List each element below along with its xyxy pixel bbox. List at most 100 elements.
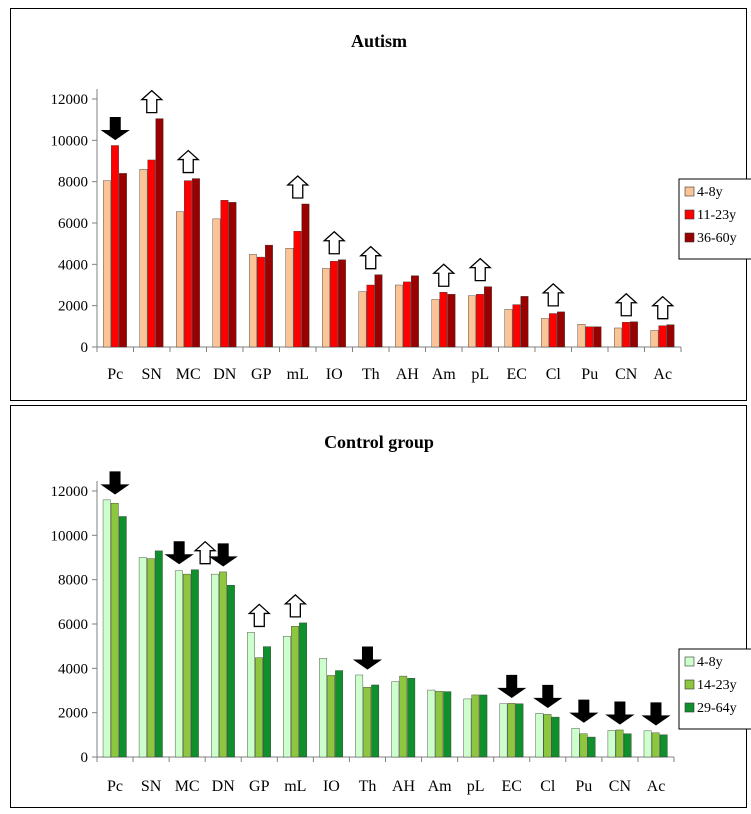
- autism-chart: Autism 0 2000 4000 6000 8000 10000 12000 Pc SN MC D…: [51, 31, 751, 383]
- control-legend-swatch: [684, 702, 695, 713]
- autism-up-arrow-icon: [140, 89, 164, 114]
- control-chart: Control group 0 2000 4000 6000 8000 10000 12000…: [51, 432, 751, 795]
- control-legend: 4-8y 14-23y 29-64y: [678, 648, 751, 730]
- autism-up-arrow-icon: [541, 282, 565, 307]
- control-y-tick-label: 12000: [51, 484, 89, 500]
- autism-bar-CN-4-8y: [614, 327, 622, 348]
- control-bar-GP-29-64y: [263, 646, 271, 758]
- autism-category-label: EC: [507, 366, 527, 383]
- control-y-tick-label: 2000: [58, 706, 88, 722]
- control-category-label: mL: [284, 778, 306, 795]
- control-bar-Pc-4-8y: [102, 499, 111, 758]
- control-category-label: Pc: [107, 778, 123, 795]
- control-bar-pL-29-64y: [479, 694, 488, 758]
- control-bar-Ac-4-8y: [643, 730, 652, 758]
- autism-bar-Pu-4-8y: [577, 324, 586, 348]
- control-category-label: SN: [141, 778, 162, 795]
- autism-legend-label: 36-60y: [697, 231, 737, 246]
- control-category-label: IO: [323, 778, 340, 795]
- control-bar-CN-4-8y: [607, 730, 616, 758]
- control-category-label: Th: [359, 778, 377, 795]
- autism-bar-CN-36-60y: [630, 321, 638, 348]
- control-bar-Pc-29-64y: [118, 516, 127, 758]
- control-bar-CN-29-64y: [623, 733, 632, 758]
- autism-bar-Ac-36-60y: [666, 324, 675, 348]
- control-legend-label: 29-64y: [697, 701, 737, 716]
- autism-bar-Am-11-23y: [439, 292, 448, 348]
- control-bar-DN-4-8y: [211, 573, 219, 758]
- control-bar-mL-14-23y: [291, 626, 299, 758]
- control-bar-Pu-14-23y: [579, 733, 588, 758]
- control-legend-label: 14-23y: [697, 678, 737, 693]
- control-y-tick-label: 0: [81, 750, 89, 766]
- control-bar-SN-29-64y: [154, 550, 163, 758]
- control-bar-Th-14-23y: [363, 686, 372, 758]
- autism-bar-EC-11-23y: [512, 304, 521, 348]
- autism-bar-Pu-11-23y: [585, 326, 594, 348]
- control-bar-GP-14-23y: [255, 657, 263, 758]
- control-category-label: AH: [392, 778, 416, 795]
- autism-category-label: CN: [615, 366, 638, 383]
- autism-bar-Th-4-8y: [358, 291, 367, 348]
- autism-category-label: MC: [176, 366, 201, 383]
- control-up-arrow-icon: [247, 603, 271, 628]
- autism-up-arrow-icon: [432, 263, 456, 287]
- control-bar-pL-14-23y: [471, 694, 480, 758]
- autism-category-label: pL: [471, 366, 489, 383]
- autism-up-arrow-icon: [176, 149, 200, 174]
- autism-up-arrow-icon: [322, 230, 346, 255]
- control-bar-AH-14-23y: [399, 675, 408, 758]
- autism-bar-CN-11-23y: [622, 322, 630, 348]
- autism-category-label: Pu: [581, 366, 598, 383]
- control-bar-EC-14-23y: [507, 703, 516, 758]
- control-down-arrow-icon: [352, 646, 383, 670]
- autism-bar-EC-4-8y: [504, 309, 513, 348]
- autism-bar-Ac-11-23y: [658, 325, 667, 348]
- autism-bar-Th-36-60y: [374, 274, 383, 348]
- control-down-arrow-icon: [208, 543, 238, 567]
- control-bar-AH-29-64y: [407, 678, 416, 758]
- autism-y-tick-label: 12000: [51, 92, 89, 108]
- control-category-label: GP: [249, 778, 270, 795]
- control-up-arrow-icon: [193, 540, 217, 565]
- autism-bar-EC-36-60y: [520, 296, 529, 348]
- control-bar-Pu-4-8y: [571, 727, 580, 758]
- control-bar-CN-14-23y: [615, 729, 624, 758]
- control-bar-DN-29-64y: [227, 585, 235, 758]
- autism-bar-Pc-11-23y: [111, 145, 119, 348]
- autism-category-label: AH: [396, 366, 420, 383]
- control-bar-SN-4-8y: [138, 557, 147, 758]
- control-category-label: EC: [501, 778, 521, 795]
- control-category-label: CN: [609, 778, 632, 795]
- control-bar-Cl-14-23y: [543, 714, 552, 758]
- control-bar-Ac-14-23y: [651, 732, 660, 758]
- autism-category-label: Cl: [546, 366, 562, 383]
- control-bar-MC-4-8y: [174, 570, 183, 758]
- autism-category-label: Th: [362, 366, 380, 383]
- control-bar-mL-4-8y: [283, 635, 291, 758]
- control-down-arrow-icon: [605, 701, 635, 725]
- control-down-arrow-icon: [497, 674, 527, 698]
- autism-bar-DN-11-23y: [220, 200, 229, 348]
- control-category-label: Am: [428, 778, 453, 795]
- control-bar-GP-4-8y: [247, 632, 255, 758]
- autism-bar-MC-4-8y: [176, 211, 184, 348]
- autism-bar-SN-36-60y: [155, 118, 164, 348]
- control-bar-Th-4-8y: [355, 674, 364, 758]
- autism-bar-GP-36-60y: [265, 244, 273, 348]
- autism-category-label: mL: [287, 366, 309, 383]
- autism-bar-SN-4-8y: [139, 169, 148, 348]
- control-down-arrow-icon: [641, 702, 671, 726]
- autism-bar-Am-36-60y: [447, 294, 456, 348]
- autism-legend-swatch: [684, 232, 695, 243]
- autism-chart-panel: Autism 0 2000 4000 6000 8000 10000 12000 Pc SN MC D…: [10, 8, 751, 401]
- control-y-tick-label: 10000: [51, 528, 89, 544]
- control-legend-label: 4-8y: [697, 655, 723, 670]
- autism-category-label: SN: [142, 366, 163, 383]
- autism-bar-SN-11-23y: [147, 159, 156, 348]
- control-bar-Am-14-23y: [435, 690, 444, 758]
- autism-category-label: Pc: [107, 366, 123, 383]
- control-bar-Th-29-64y: [371, 684, 380, 758]
- control-down-arrow-icon: [569, 699, 599, 723]
- autism-y-tick-label: 0: [81, 340, 89, 356]
